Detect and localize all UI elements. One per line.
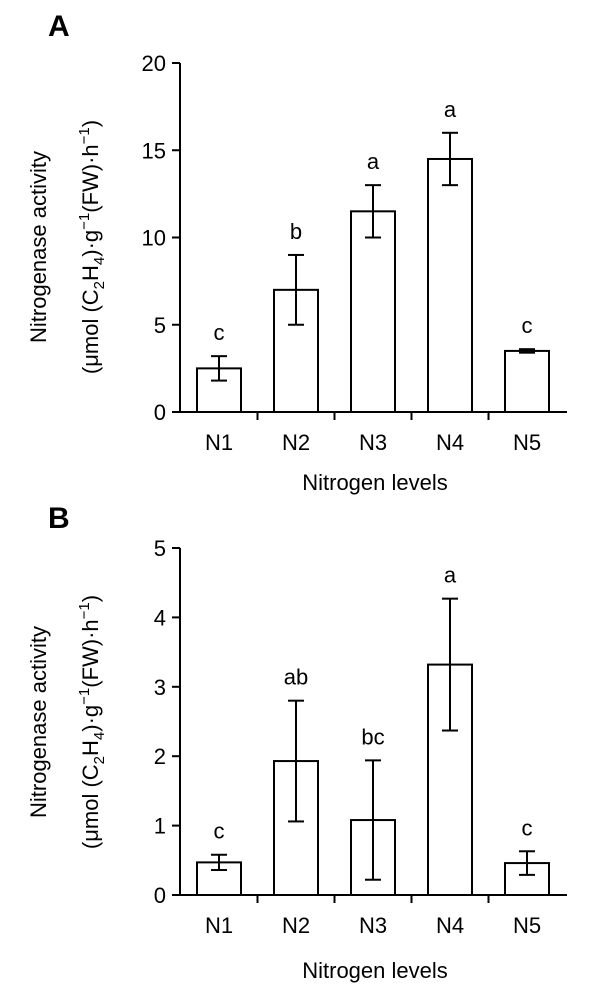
y-axis-title-a: Nitrogenase activity (μmol (C2H4)·g−1(FW… [26,120,108,374]
y-tick-label-a: 5 [154,313,166,338]
error-bar-n2-b [288,699,304,823]
x-tick-label-n4-a: N4 [436,430,464,455]
y-axis-title-b: Nitrogenase activity (μmol (C2H4)·g−1(FW… [26,595,108,849]
y-tick-label-a: 0 [154,400,166,425]
y-tick-label-b: 2 [154,744,166,769]
significance-label-n2-a: b [290,219,302,244]
x-tick-label-n5-b: N5 [513,913,541,938]
panel-a-chart: A Nitrogenase activity (μmol (C2H4)·g−1(… [26,10,567,495]
plot-area-b: c ab bc a c 0 1 2 3 4 5 N1 N2 N3 N4 N5 [154,536,567,938]
error-bar-n4-b [442,597,458,732]
panel-label-a: A [48,10,70,43]
significance-label-n1-a: c [214,320,225,345]
significance-label-n3-b: bc [361,724,384,749]
error-bar-n5-a [519,348,535,354]
y-tick-label-a: 20 [142,51,166,76]
significance-label-n4-b: a [444,563,457,588]
y-tick-label-b: 0 [154,883,166,908]
panel-b-chart: B Nitrogenase activity (μmol (C2H4)·g−1(… [26,502,567,983]
y-tick-label-b: 3 [154,675,166,700]
x-axis-title-a: Nitrogen levels [302,470,448,495]
y-axis-title-line1-b: Nitrogenase activity [26,626,51,818]
x-tick-label-n4-b: N4 [436,913,464,938]
error-bar-n3-b [365,759,381,881]
significance-label-n5-b: c [522,815,533,840]
error-bar-n1-b [211,853,227,872]
error-bar-n2-a [288,253,304,326]
bar-n5-a [504,349,550,413]
plot-area-a: c b a a c 0 5 10 15 20 N1 N2 N3 N4 N5 [142,51,567,455]
significance-label-n2-b: ab [284,665,308,690]
y-tick-label-b: 5 [154,536,166,561]
bar-n4-a [427,157,473,413]
x-tick-label-n2-b: N2 [282,913,310,938]
y-tick-label-b: 1 [154,814,166,839]
x-tick-label-n3-a: N3 [359,430,387,455]
error-bar-n5-b [519,850,535,876]
y-tick-label-a: 10 [142,226,166,251]
y-axis-title-line2-a: (μmol (C2H4)·g−1(FW)·h−1) [76,120,108,374]
significance-label-n4-a: a [444,97,457,122]
x-tick-label-n2-a: N2 [282,430,310,455]
significance-label-n3-a: a [367,149,380,174]
x-tick-label-n5-a: N5 [513,430,541,455]
bar-n3-a [350,210,396,413]
y-tick-label-b: 4 [154,605,166,630]
x-tick-label-n1-a: N1 [205,430,233,455]
x-axis-title-b: Nitrogen levels [302,958,448,983]
y-axis-title-line2-b: (μmol (C2H4)·g−1(FW)·h−1) [76,595,108,849]
x-tick-label-n1-b: N1 [205,913,233,938]
panel-label-b: B [48,502,70,535]
y-tick-label-a: 15 [142,138,166,163]
significance-label-n5-a: c [522,313,533,338]
error-bar-n3-a [365,184,381,239]
x-tick-label-n3-b: N3 [359,913,387,938]
error-bar-n4-a [442,131,458,187]
significance-label-n1-b: c [214,819,225,844]
y-axis-title-line1-a: Nitrogenase activity [26,151,51,343]
error-bar-n1-a [211,355,227,382]
